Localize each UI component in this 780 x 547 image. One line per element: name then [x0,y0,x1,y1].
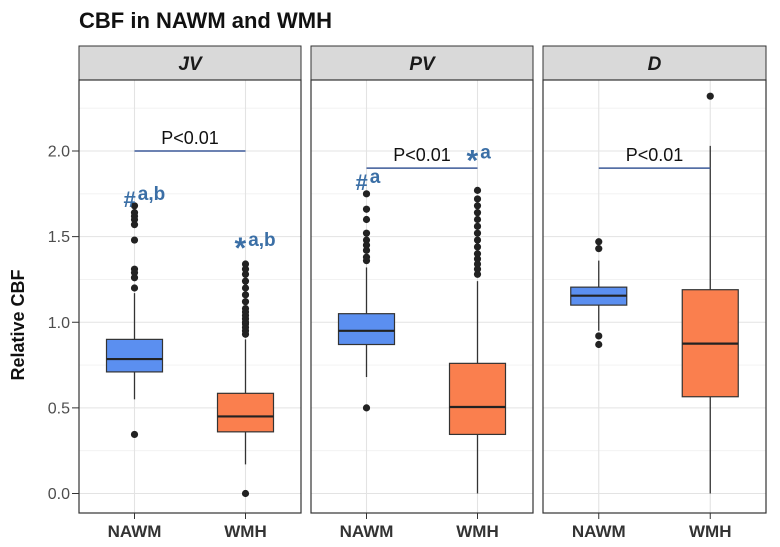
iqr-box [448,362,507,436]
x-tick-label: WMH [224,522,266,541]
outlier-point [241,304,250,313]
outlier-point [241,260,250,268]
outlier-point [241,284,250,292]
outlier-point [241,291,250,299]
significance-label: P<0.01 [626,145,684,165]
outlier-point [362,253,371,261]
facet-strip [310,45,534,81]
facet-strip [542,45,767,81]
outlier-point [473,209,482,217]
outlier-point [130,265,139,273]
significance-label: P<0.01 [161,128,219,148]
box-wmh: * a [448,143,507,494]
outlier-point [241,277,250,285]
outlier-point [362,215,371,224]
outlier-point [473,243,482,251]
y-tick-label: 2.0 [48,144,70,161]
outlier-point [473,250,482,258]
outlier-point [130,209,139,217]
outlier-point [362,246,371,254]
outlier-point [362,236,371,244]
outlier-point [595,238,603,246]
x-tick-label: NAWM [108,522,162,541]
facet-label: JV [178,54,203,75]
outlier-point [130,284,139,292]
outlier-point [473,186,482,194]
outlier-point [706,92,714,100]
outlier-point [473,215,482,224]
outlier-point [473,236,482,244]
significance-annotation: # a,b [124,184,166,212]
chart-title: CBF in NAWM and WMH [79,8,332,33]
box-wmh: * a,b [216,230,276,498]
outlier-point [473,222,482,230]
outlier-point [241,265,250,273]
outlier-point [130,430,139,439]
significance-annotation: * a,b [235,230,276,265]
box-wmh [681,92,739,494]
box-nawm: # a,b [105,184,166,439]
facet-label: PV [409,54,436,75]
x-tick-label: NAWM [572,522,626,541]
iqr-box [337,313,396,346]
y-tick-label: 1.0 [48,315,70,332]
outlier-point [473,265,482,273]
outlier-point [130,202,139,210]
panel-pv: PV # a * a P<0.01 NAWM WMH [310,45,534,541]
iqr-box [216,392,275,433]
panel-border [542,79,767,514]
significance-label: P<0.01 [393,145,451,165]
box-nawm: # a [337,167,396,412]
significance-annotation: * a [467,143,492,178]
y-tick-label: 1.5 [48,229,70,246]
iqr-box [105,338,164,373]
facet-panels: JV # a,b * a,b P<0.01 NAWM WMH PV # a * a P<0.01 NAWM W… [78,45,767,541]
y-tick-label: 0.0 [48,486,70,503]
outlier-point [130,236,139,244]
outlier-point [473,260,482,268]
outlier-point [473,255,482,263]
outlier-point [241,489,250,498]
outlier-point [473,270,482,278]
y-axis-label: Relative CBF [8,269,28,380]
outlier-point [362,205,371,213]
outlier-point [595,340,603,349]
facet-strip [78,45,302,81]
outlier-point [473,195,482,203]
panel-d: D P<0.01 NAWM WMH [542,45,767,541]
outlier-point [595,245,603,253]
panel-border [78,79,302,514]
significance-annotation: # a [356,167,381,195]
outlier-point [473,202,482,210]
y-tick-label: 0.5 [48,400,70,417]
outlier-point [362,404,371,412]
outlier-point [473,229,482,237]
box-nawm [570,238,628,349]
outlier-point [241,298,250,306]
outlier-point [595,332,603,340]
outlier-point [130,221,139,229]
facet-label: D [648,54,662,75]
x-tick-label: NAWM [340,522,394,541]
outlier-point [362,229,371,237]
outlier-point [241,270,250,278]
panel-jv: JV # a,b * a,b P<0.01 NAWM WMH [78,45,302,541]
panel-border [310,79,534,514]
x-tick-label: WMH [456,522,498,541]
outlier-point [130,274,139,282]
outlier-point [362,241,371,249]
outlier-point [362,190,371,198]
x-tick-label: WMH [689,522,731,541]
